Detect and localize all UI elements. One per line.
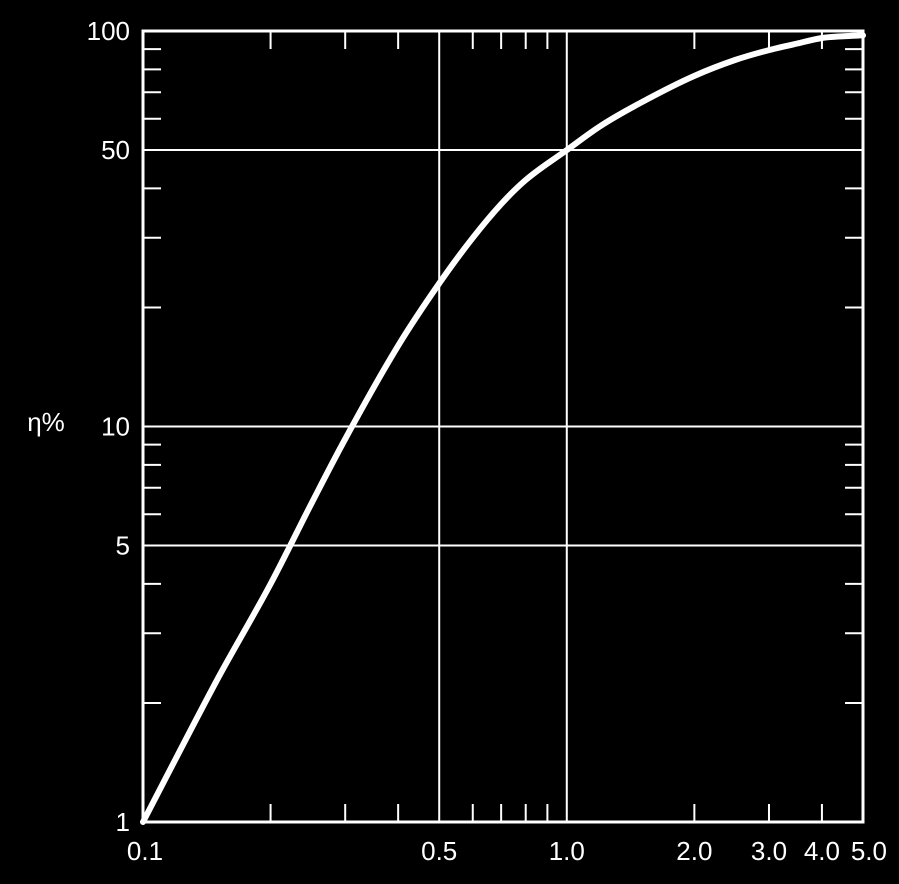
- x-tick-label: 0.1: [127, 836, 163, 866]
- x-tick-label: 4.0: [804, 836, 840, 866]
- y-tick-label: 5: [116, 531, 130, 561]
- efficiency-curve: [140, 32, 866, 825]
- y-tick-label: 10: [101, 412, 130, 442]
- y-tick-label: 50: [101, 135, 130, 165]
- x-tick-label: 2.0: [676, 836, 712, 866]
- x-tick-label: 5.0: [851, 836, 887, 866]
- x-tick-label: 0.5: [421, 836, 457, 866]
- y-axis-label: η%: [27, 407, 65, 437]
- x-tick-label: 1.0: [549, 836, 585, 866]
- y-tick-label: 1: [116, 807, 130, 837]
- x-tick-label: 3.0: [751, 836, 787, 866]
- y-tick-label: 100: [87, 16, 130, 46]
